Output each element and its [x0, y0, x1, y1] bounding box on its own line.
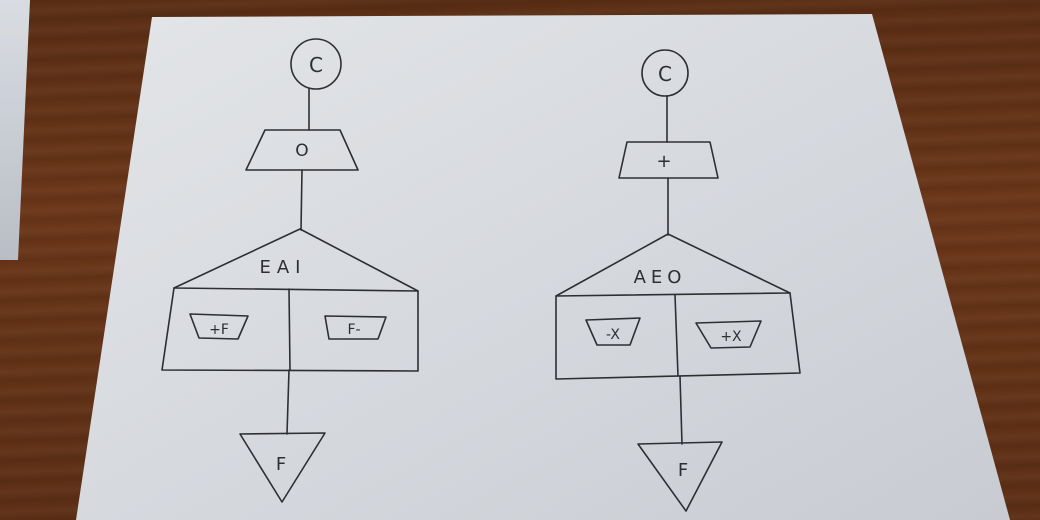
right-branch-left-label: -X [606, 327, 620, 343]
left-start-label: C [309, 53, 323, 77]
right-branch-right-box [695, 320, 762, 349]
right-flowchart [555, 49, 801, 512]
right-decision-roof [555, 233, 791, 297]
right-process-box [618, 141, 719, 179]
left-decision-label: EAI [260, 257, 307, 278]
right-end-triangle [637, 441, 723, 512]
left-branch-divider [288, 288, 291, 371]
left-process-trapezoid [245, 129, 359, 171]
left-branch-left-label: +F [209, 322, 229, 338]
right-decision-label: AEO [634, 267, 687, 288]
left-flowchart [161, 38, 419, 503]
right-branch-left-box [585, 317, 641, 346]
right-branch-divider [674, 294, 679, 377]
left-decision-roof [173, 228, 419, 292]
left-branch-right-label: F- [347, 322, 360, 338]
left-connector-2 [300, 169, 303, 231]
right-start-circle [641, 49, 689, 97]
right-connector-3 [679, 375, 683, 445]
right-process-label: + [656, 151, 671, 172]
paper-surface [76, 14, 1010, 520]
right-start-label: C [658, 62, 672, 86]
left-end-label: F [276, 454, 286, 475]
left-end-triangle [239, 432, 326, 503]
left-branch-left-box [189, 313, 249, 340]
left-start-circle [290, 38, 342, 90]
left-process-label: O [295, 141, 308, 161]
left-connector-3 [286, 369, 290, 435]
right-end-label: F [678, 460, 688, 481]
left-branch-right-box [324, 315, 387, 340]
right-branch-right-label: +X [720, 329, 742, 345]
